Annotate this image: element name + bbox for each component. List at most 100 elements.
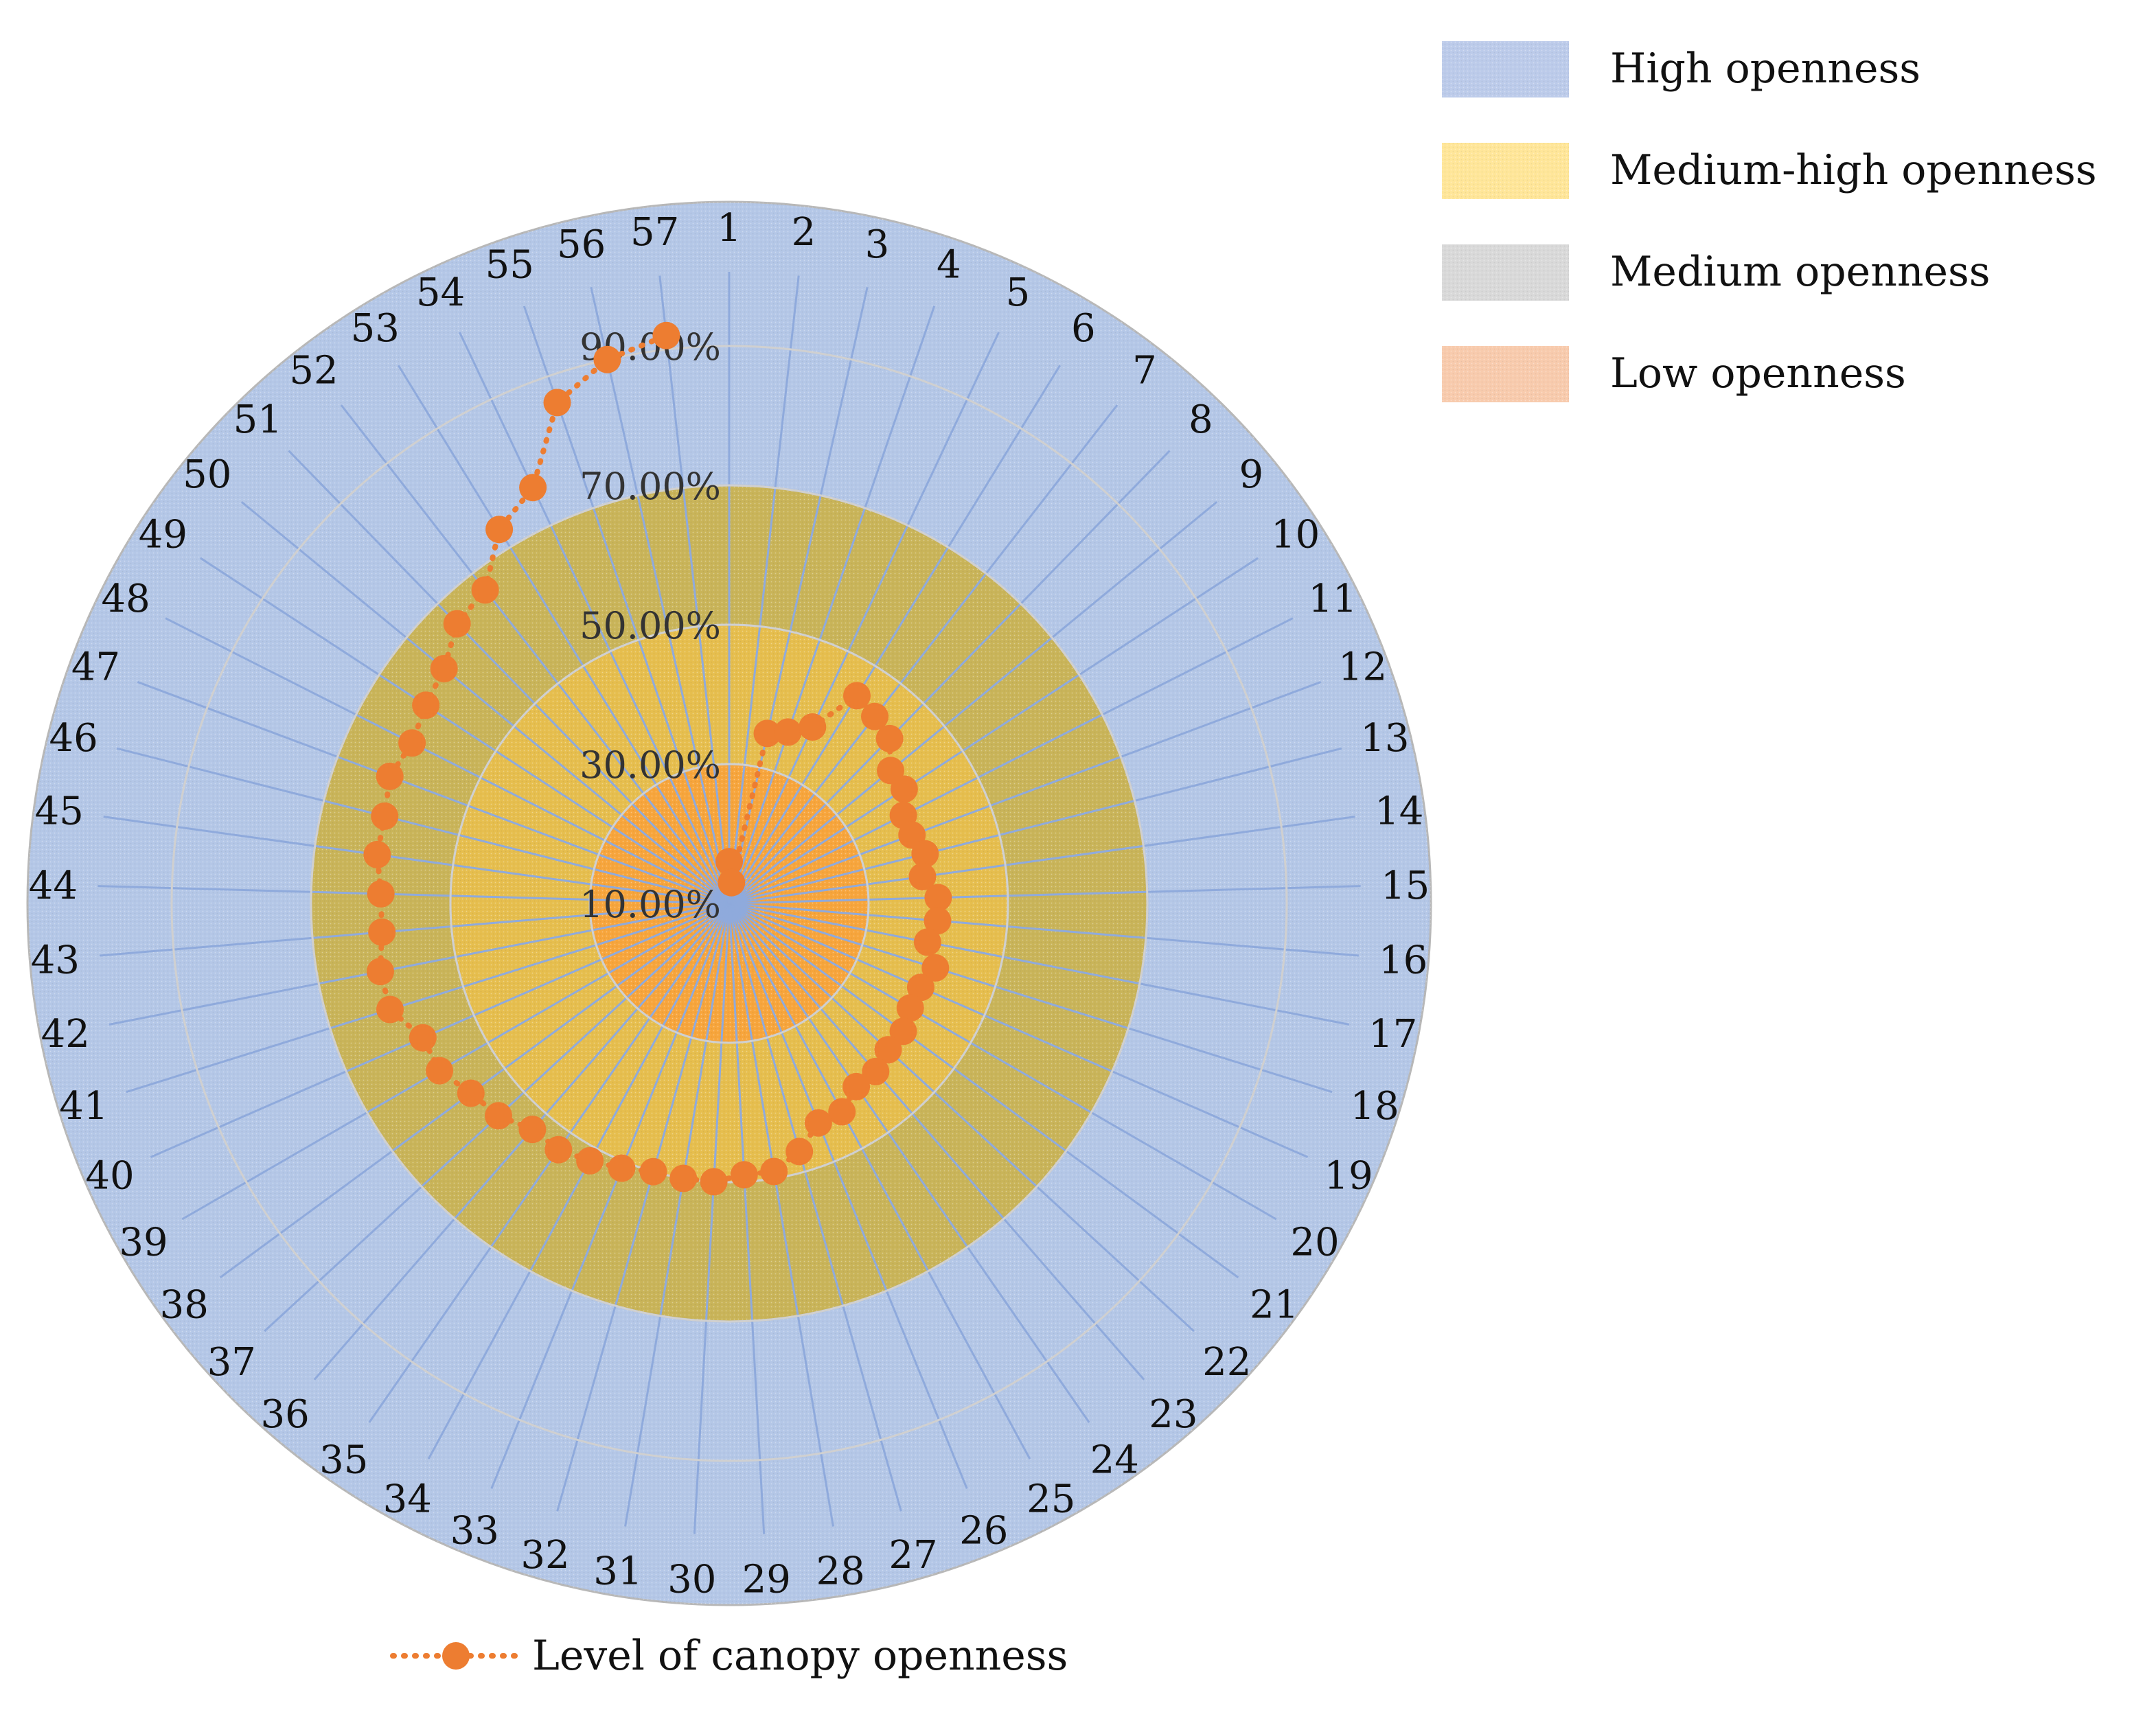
spoke-35 (368, 903, 731, 1423)
category-label-41: 41 (59, 1084, 108, 1129)
spoke-25 (728, 903, 1031, 1460)
category-label-12: 12 (1338, 645, 1387, 690)
spoke-12 (729, 681, 1322, 905)
category-label-14: 14 (1375, 789, 1423, 834)
spoke-51 (288, 450, 731, 905)
data-point-30 (700, 1168, 728, 1196)
data-point-2 (718, 868, 746, 897)
legend-swatch-texture (1442, 244, 1569, 301)
legend-label-high-openness: High openness (1610, 45, 1920, 93)
category-label-1: 1 (717, 206, 742, 251)
data-point-5 (799, 713, 827, 741)
radial-gridlines (170, 345, 1288, 1462)
data-point-35 (544, 1135, 573, 1164)
category-label-46: 46 (49, 716, 98, 761)
category-label-15: 15 (1381, 864, 1430, 908)
category-label-11: 11 (1308, 577, 1357, 621)
spoke-50 (240, 500, 730, 905)
data-point-8 (875, 724, 904, 752)
legend-swatch-texture (1442, 143, 1569, 199)
spoke-9 (729, 500, 1218, 905)
data-point-50 (430, 655, 458, 682)
data-point-47 (376, 762, 404, 790)
spoke-28 (728, 903, 834, 1527)
category-label-51: 51 (233, 397, 282, 442)
category-label-29: 29 (742, 1558, 791, 1602)
category-label-45: 45 (35, 789, 84, 834)
category-label-6: 6 (1071, 306, 1096, 351)
data-point-52 (471, 576, 499, 604)
category-label-21: 21 (1250, 1282, 1298, 1327)
spoke-21 (729, 902, 1239, 1279)
spoke-29 (728, 903, 766, 1534)
category-label-8: 8 (1189, 397, 1213, 442)
category-label-2: 2 (792, 210, 816, 255)
gridline-1 (588, 763, 870, 1044)
legend-label-low-openness: Low openness (1610, 349, 1906, 397)
spoke-5 (728, 332, 1000, 904)
radial-tick-label: 30.00% (580, 743, 721, 787)
data-point-45 (363, 840, 391, 868)
spoke-44 (98, 885, 730, 905)
category-label-27: 27 (888, 1533, 937, 1578)
radial-tick-label: 10.00% (580, 883, 721, 926)
spoke-46 (116, 747, 730, 905)
category-labels: 1 2 3 4567891011121314151617181920212223242… (29, 206, 1430, 1602)
category-label-38: 38 (160, 1282, 209, 1327)
spoke-22 (728, 902, 1195, 1332)
data-point-55 (543, 389, 571, 417)
category-label-25: 25 (1027, 1477, 1075, 1521)
category-label-17: 17 (1368, 1012, 1417, 1057)
spoke-27 (728, 903, 902, 1512)
data-point-41 (376, 995, 404, 1024)
category-label-30: 30 (667, 1558, 716, 1602)
spoke-14 (729, 816, 1355, 905)
data-point-1 (715, 848, 743, 876)
category-label-44: 44 (29, 864, 78, 908)
data-point-28 (760, 1157, 788, 1186)
category-label-53: 53 (351, 306, 400, 351)
data-point-51 (443, 610, 471, 638)
category-label-23: 23 (1149, 1392, 1197, 1437)
data-point-44 (367, 880, 395, 908)
data-point-57 (652, 321, 680, 349)
spoke-11 (729, 617, 1294, 905)
data-point-6 (843, 682, 871, 710)
data-point-56 (593, 345, 621, 373)
spoke-17 (729, 902, 1350, 1026)
spoke-8 (728, 450, 1171, 905)
spoke-45 (103, 816, 730, 905)
data-point-4 (774, 718, 802, 746)
spoke-42 (108, 902, 730, 1026)
category-label-49: 49 (139, 512, 187, 557)
category-label-35: 35 (319, 1438, 368, 1483)
spoke-7 (728, 404, 1119, 904)
data-point-13 (911, 840, 939, 868)
radial-tick-label: 50.00% (580, 604, 721, 647)
category-label-7: 7 (1132, 349, 1157, 393)
data-point-22 (874, 1036, 902, 1064)
gridline-3 (310, 484, 1149, 1323)
spoke-19 (729, 902, 1309, 1158)
data-point-46 (371, 802, 399, 830)
data-point-42 (367, 958, 394, 986)
category-label-50: 50 (183, 452, 231, 497)
spoke-47 (137, 681, 730, 905)
category-label-24: 24 (1090, 1438, 1139, 1483)
data-point-29 (730, 1161, 758, 1189)
data-point-37 (485, 1102, 512, 1130)
spoke-30 (693, 903, 731, 1534)
data-point-32 (639, 1157, 667, 1186)
category-label-55: 55 (485, 242, 534, 287)
category-label-16: 16 (1379, 938, 1427, 982)
data-point-24 (842, 1072, 871, 1100)
spoke-16 (729, 902, 1359, 957)
data-point-7 (861, 702, 888, 730)
spoke-24 (728, 903, 1090, 1423)
category-label-33: 33 (450, 1509, 499, 1554)
category-label-52: 52 (289, 349, 338, 393)
spoke-54 (459, 332, 731, 904)
category-label-56: 56 (557, 222, 606, 267)
category-label-31: 31 (593, 1549, 642, 1594)
